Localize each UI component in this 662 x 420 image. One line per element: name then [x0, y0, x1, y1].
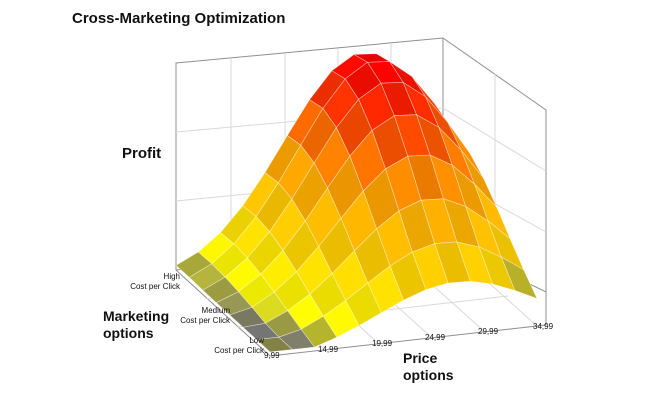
x-tick-label: 34,99	[533, 322, 554, 331]
surface-cell	[255, 336, 293, 353]
chart-title: Cross-Marketing Optimization	[72, 10, 286, 27]
x-axis-label: Price options	[403, 350, 483, 384]
x-tick-label: 29,99	[478, 327, 499, 336]
y-tick-medium: Medium Cost per Click	[180, 306, 230, 325]
profit-surface	[175, 53, 538, 353]
x-tick-label: 19,99	[372, 339, 393, 348]
x-tick-labels: 9,99 14,99 19,99 24,99 29,99 34,99	[264, 322, 554, 360]
y-axis-label: Marketing options	[103, 308, 183, 342]
x-tick-label: 24,99	[425, 333, 446, 342]
x-axis-label-line-2: options	[403, 367, 454, 383]
y-axis-label-line-1: Marketing	[103, 308, 170, 324]
y-tick-high: High Cost per Click	[130, 272, 180, 291]
x-tick-label: 14,99	[318, 345, 339, 354]
y-tick-low: Low Cost per Click	[214, 336, 264, 355]
x-tick-label: 9,99	[264, 351, 280, 360]
x-axis-label-line-1: Price	[403, 350, 438, 366]
z-axis-label: Profit	[122, 145, 162, 162]
y-axis-label-line-2: options	[103, 325, 154, 341]
